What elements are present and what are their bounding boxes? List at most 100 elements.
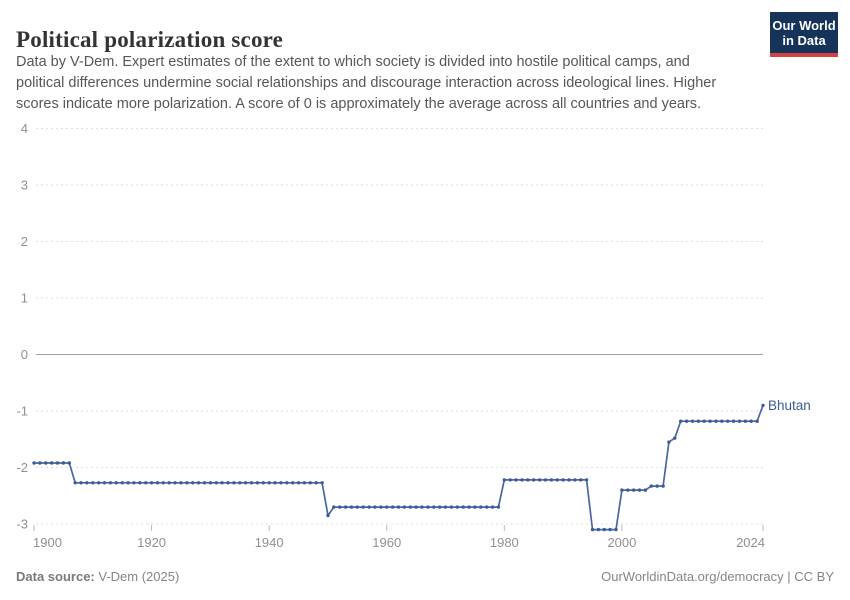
data-point [520,478,524,482]
data-point [149,481,154,485]
data-point [496,505,501,509]
data-point [432,505,436,509]
data-point [255,481,260,485]
data-point [396,505,401,509]
x-axis-tick-label: 1980 [490,535,519,550]
data-point [97,481,101,485]
data-point [373,505,377,509]
data-point [561,478,565,482]
data-point [314,481,318,485]
x-axis-tick-label: 2024 [736,535,765,550]
data-point [367,505,371,509]
data-point [126,481,130,485]
data-point [514,478,518,482]
data-point [479,505,483,509]
data-point [296,481,301,485]
data-point [243,481,248,485]
data-point [543,478,548,482]
data-point [708,419,712,423]
data-point [343,505,348,509]
data-point [579,478,583,482]
data-point [649,484,653,488]
data-point [349,505,354,509]
data-point [173,481,177,485]
data-point [590,527,595,532]
data-point [549,478,554,482]
data-point [44,461,48,465]
data-point [320,481,324,485]
data-point [161,481,165,485]
owid-logo-line2: in Data [782,33,826,48]
data-point [485,505,489,509]
data-point [508,478,512,482]
data-point [526,478,530,482]
data-point [555,478,559,482]
data-point [702,419,706,423]
data-point [191,481,195,485]
data-point [467,505,471,509]
y-axis-tick-label: 0 [21,347,28,362]
data-point [308,481,312,485]
data-point [455,505,459,509]
data-point [226,481,230,485]
data-point [61,461,66,465]
data-point [749,419,753,423]
data-point [537,478,542,482]
data-point [108,481,113,485]
data-point [291,481,295,485]
data-point [49,461,54,465]
data-point [102,481,107,485]
data-point [32,461,36,465]
data-point [332,505,336,509]
data-point [473,505,477,509]
data-point [667,440,671,444]
subtitle-line: Data by V-Dem. Expert estimates of the e… [16,54,690,70]
data-point [144,481,148,485]
data-source: Data source: V-Dem (2025) [16,569,179,584]
owid-logo-line1: Our World [772,18,836,33]
y-axis-tick-label: 1 [21,291,28,306]
data-point [73,481,77,485]
data-point [655,484,659,488]
data-point [661,484,665,488]
data-point [390,505,395,509]
data-point [420,505,424,509]
data-point [238,481,242,485]
data-point [755,419,759,423]
data-point [402,505,407,509]
data-point [567,478,571,482]
data-point [273,481,277,485]
chart-footer: Data source: V-Dem (2025) OurWorldinData… [16,569,834,584]
series-line-bhutan [33,404,764,531]
data-point [338,505,342,509]
owid-logo[interactable]: Our World in Data [770,12,838,57]
data-point [285,481,289,485]
y-axis-tick-label: 2 [21,234,28,249]
data-point [690,419,695,423]
data-point [132,481,136,485]
y-axis-tick-label: 4 [21,121,28,136]
data-point [414,505,418,509]
data-point [720,419,724,423]
data-point [67,461,72,465]
data-point [502,478,506,482]
data-point [449,505,454,509]
y-axis-tick-label: 3 [21,178,28,193]
data-point [279,481,283,485]
data-point [38,461,42,465]
data-point [85,481,89,485]
data-point [626,488,630,492]
data-point [620,488,624,492]
subtitle-line: political differences undermine social r… [16,75,717,91]
data-point [461,505,465,509]
data-point [261,481,265,485]
data-point [573,478,577,482]
x-axis-tick-label: 1920 [137,535,166,550]
data-point [532,478,536,482]
data-point [632,488,636,492]
data-point [761,403,765,408]
data-point [214,481,218,485]
data-point [643,488,648,492]
